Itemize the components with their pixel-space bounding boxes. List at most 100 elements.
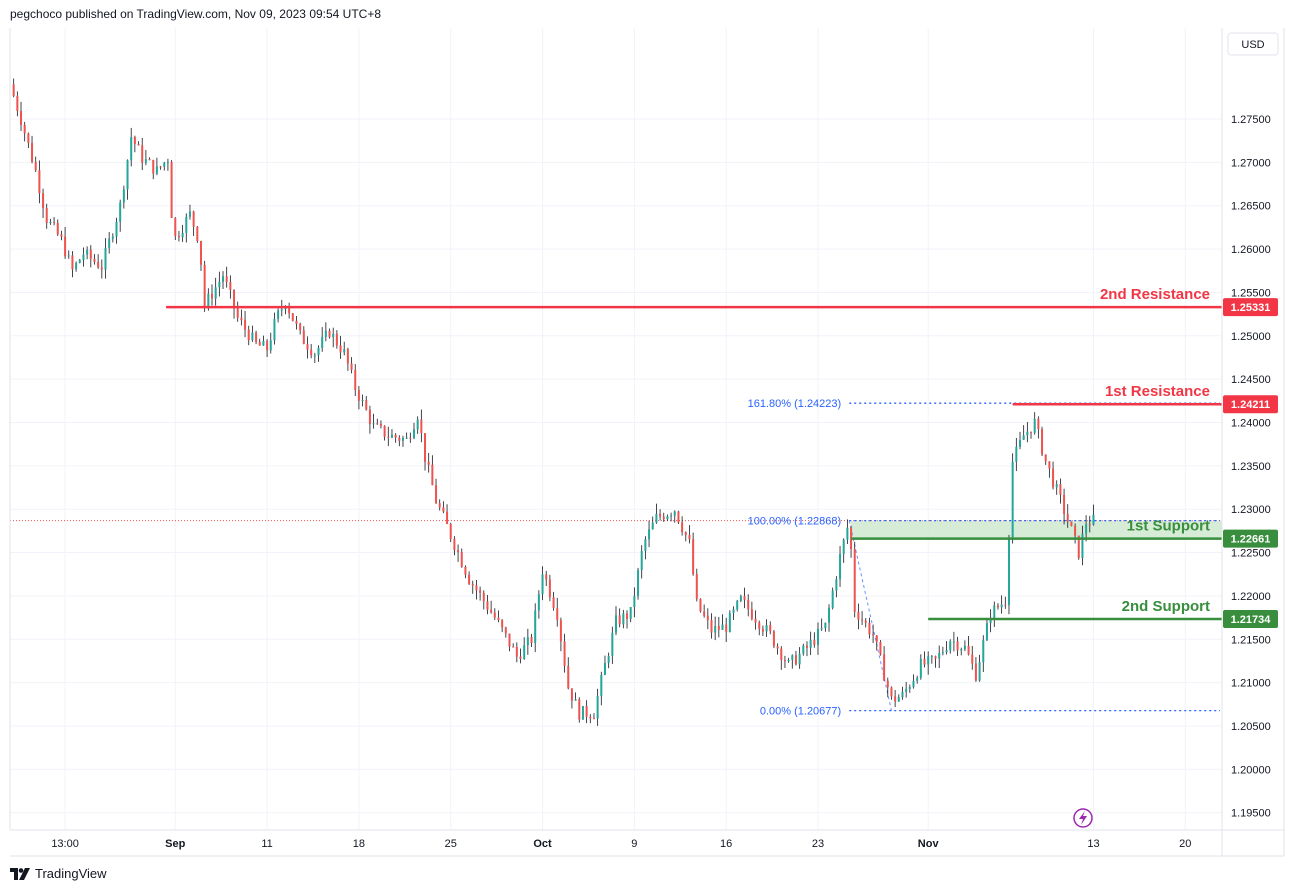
- candle: [677, 510, 680, 525]
- candle: [659, 509, 662, 521]
- candle-body: [299, 323, 302, 331]
- candle-body: [210, 293, 214, 299]
- candle: [155, 157, 158, 176]
- candle-body: [585, 706, 588, 717]
- candle: [12, 78, 15, 98]
- candle-body: [277, 310, 280, 319]
- currency-label: USD: [1241, 39, 1264, 51]
- candle-body: [666, 516, 669, 520]
- candle: [247, 325, 250, 346]
- candle-body: [115, 221, 118, 237]
- candle: [1088, 515, 1091, 533]
- candle: [317, 345, 320, 362]
- replay-lightning-icon[interactable]: [1073, 808, 1093, 828]
- candle-body: [60, 234, 63, 237]
- candle-body: [1074, 526, 1077, 536]
- candle-body: [141, 145, 144, 163]
- candle-body: [875, 635, 878, 642]
- candle: [666, 514, 669, 521]
- candle-body: [945, 650, 948, 653]
- candle: [148, 157, 151, 161]
- candle-body: [614, 615, 618, 633]
- candle: [894, 689, 897, 708]
- candle: [453, 536, 456, 556]
- candle: [919, 654, 922, 680]
- candle: [820, 618, 823, 631]
- price-badge: [1223, 395, 1278, 414]
- candle-body: [218, 281, 221, 288]
- candle: [475, 579, 478, 600]
- candle-body: [526, 637, 529, 646]
- candle: [255, 330, 258, 345]
- candle-body: [626, 613, 629, 619]
- candle: [633, 587, 636, 618]
- candle-body: [592, 718, 595, 720]
- candle-body: [798, 653, 801, 665]
- candle: [354, 364, 357, 396]
- candle: [886, 677, 889, 698]
- candle-body: [688, 535, 691, 540]
- candle: [130, 127, 133, 167]
- levels[interactable]: 2nd Resistance 1st Resistance 1st Support 2…: [166, 286, 1222, 621]
- candle: [912, 674, 915, 689]
- candle: [177, 230, 180, 242]
- candle-body: [813, 639, 816, 645]
- candle-body: [596, 696, 599, 719]
- candle-body: [732, 609, 735, 614]
- candle-body: [188, 211, 191, 217]
- candle-body: [295, 320, 298, 324]
- candle-body: [354, 369, 357, 391]
- currency-box[interactable]: [1227, 32, 1279, 56]
- candle: [923, 651, 926, 668]
- candle-body: [919, 658, 922, 678]
- candle-body: [390, 434, 393, 438]
- candle-body: [659, 513, 662, 517]
- candle-body: [412, 429, 416, 439]
- candle-body: [820, 628, 823, 630]
- candle: [839, 545, 842, 587]
- tradingview-brand[interactable]: TradingView: [10, 866, 107, 881]
- candle: [464, 565, 467, 579]
- candle: [930, 655, 933, 664]
- candle-body: [122, 189, 125, 203]
- candle: [648, 520, 651, 548]
- candle: [681, 516, 684, 536]
- candle-body: [567, 665, 570, 689]
- candle-body: [758, 622, 761, 629]
- candle: [376, 418, 379, 425]
- candle-body: [130, 136, 133, 161]
- candle-body: [982, 640, 985, 663]
- candle-body: [912, 680, 915, 688]
- candle: [398, 435, 401, 447]
- candle-body: [581, 706, 584, 720]
- candle: [244, 310, 247, 338]
- candle: [420, 409, 423, 443]
- candle-body: [684, 532, 687, 536]
- y-tick-label: 1.23000: [1231, 504, 1271, 516]
- candle: [1044, 454, 1047, 465]
- published-by-line: pegchoco published on TradingView.com, N…: [10, 7, 382, 21]
- candle-body: [251, 332, 254, 341]
- candle: [34, 156, 37, 173]
- candle: [93, 254, 96, 265]
- candle-body: [244, 320, 247, 330]
- candle: [100, 259, 103, 279]
- y-tick-label: 1.27000: [1231, 157, 1271, 169]
- candle-body: [475, 585, 478, 591]
- candle-body: [971, 654, 974, 664]
- candle: [592, 713, 595, 720]
- candle-body: [1048, 461, 1051, 469]
- candle: [963, 640, 966, 652]
- candle: [787, 657, 790, 663]
- candle: [611, 626, 614, 664]
- y-tick-label: 1.20000: [1231, 764, 1271, 776]
- candle-body: [258, 342, 261, 346]
- candle: [501, 619, 504, 633]
- candle: [71, 251, 74, 278]
- candle: [640, 545, 643, 579]
- y-tick-label: 1.22500: [1231, 548, 1271, 560]
- candle-body: [644, 539, 647, 551]
- candle: [1066, 504, 1069, 528]
- candle: [824, 622, 827, 632]
